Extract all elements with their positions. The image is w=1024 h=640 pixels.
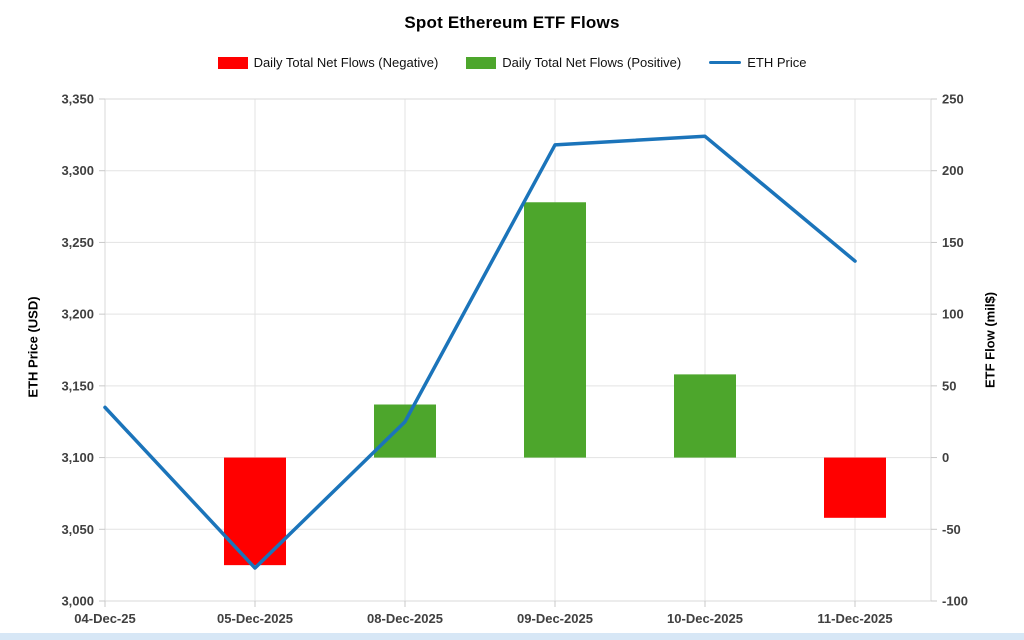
legend: Daily Total Net Flows (Negative) Daily T… <box>0 55 1024 70</box>
legend-item-negative-flows: Daily Total Net Flows (Negative) <box>217 55 439 70</box>
left-axis-tick-label: 3,050 <box>61 522 94 537</box>
x-axis-tick-label: 04-Dec-25 <box>74 611 135 626</box>
negative-flow-bar <box>824 457 886 518</box>
left-axis-tick-label: 3,000 <box>61 594 94 609</box>
negative-flows-swatch <box>217 56 248 69</box>
positive-flows-swatch <box>466 56 497 69</box>
right-axis-tick-label: 50 <box>942 378 956 393</box>
right-axis-tick-label: -50 <box>942 522 961 537</box>
x-axis-tick-label: 09-Dec-2025 <box>517 611 593 626</box>
right-axis-tick-label: -100 <box>942 594 968 609</box>
right-axis-tick-label: 250 <box>942 92 964 107</box>
right-axis-tick-label: 0 <box>942 450 949 465</box>
left-axis-tick-label: 3,350 <box>61 92 94 107</box>
x-axis-tick-label: 11-Dec-2025 <box>817 611 892 626</box>
plot-border <box>104 98 932 602</box>
x-axis-tick-label: 05-Dec-2025 <box>217 611 293 626</box>
legend-label-eth-price: ETH Price <box>747 55 807 70</box>
left-axis-tick-label: 3,200 <box>61 307 94 322</box>
bottom-strip <box>0 633 1024 640</box>
positive-flow-bar <box>674 374 736 458</box>
right-axis-tick-label: 200 <box>942 163 964 178</box>
positive-flow-bar <box>524 202 586 458</box>
left-axis-tick-label: 3,250 <box>61 235 94 250</box>
legend-item-eth-price: ETH Price <box>709 55 806 70</box>
chart-title: Spot Ethereum ETF Flows <box>404 13 620 32</box>
legend-label-positive-flows: Daily Total Net Flows (Positive) <box>502 55 682 70</box>
left-axis-tick-label: 3,300 <box>61 163 94 178</box>
x-axis-tick-label: 10-Dec-2025 <box>667 611 743 626</box>
left-axis-tick-label: 3,150 <box>61 378 94 393</box>
left-axis-tick-label: 3,100 <box>61 450 94 465</box>
eth-price-line <box>103 134 857 570</box>
right-axis-tick-label: 100 <box>942 307 964 322</box>
legend-item-positive-flows: Daily Total Net Flows (Positive) <box>466 55 681 70</box>
eth-price-line-swatch <box>709 60 742 65</box>
right-axis-tick-label: 150 <box>942 235 964 250</box>
x-axis-tick-label: 08-Dec-2025 <box>367 611 443 626</box>
positive-flow-bar <box>374 404 436 458</box>
legend-label-negative-flows: Daily Total Net Flows (Negative) <box>253 55 439 70</box>
